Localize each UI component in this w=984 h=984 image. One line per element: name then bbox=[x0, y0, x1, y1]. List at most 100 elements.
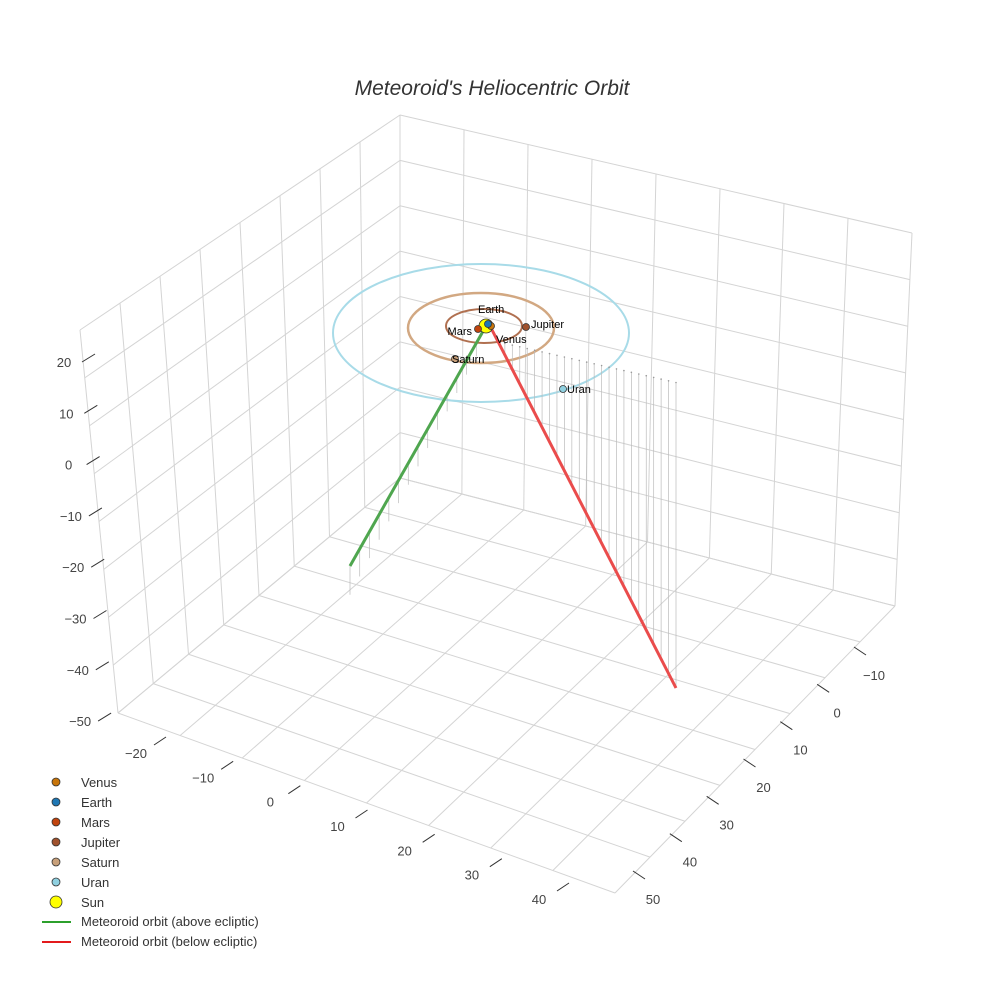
drop-point bbox=[563, 356, 566, 358]
y-tick-label: 0 bbox=[834, 705, 841, 720]
left-wall-grid-line bbox=[103, 341, 401, 570]
saturn-label: Saturn bbox=[452, 354, 484, 366]
drop-point bbox=[615, 368, 618, 370]
x-tick-mark bbox=[288, 785, 301, 795]
left-wall-grid-line bbox=[117, 477, 401, 714]
right-wall-grid-line bbox=[399, 432, 898, 560]
legend-marker-jupiter bbox=[51, 837, 61, 847]
y-tick-label: 40 bbox=[683, 855, 697, 870]
x-tick-label: 10 bbox=[330, 819, 344, 834]
z-tick-label: 20 bbox=[57, 355, 71, 370]
z-tick-label: −50 bbox=[69, 714, 91, 729]
z-tick-mark bbox=[93, 610, 107, 619]
drop-point bbox=[556, 354, 558, 357]
drop-point bbox=[638, 373, 640, 375]
z-tick-label: −30 bbox=[64, 612, 86, 627]
drop-point bbox=[571, 357, 573, 360]
z-tick-label: −20 bbox=[62, 560, 84, 575]
left-wall-grid-line bbox=[112, 432, 401, 666]
x-tick-mark bbox=[220, 760, 234, 770]
uran-orbit bbox=[332, 263, 630, 403]
trajectories bbox=[348, 325, 678, 689]
orbits bbox=[332, 263, 630, 403]
x-tick-label: 30 bbox=[465, 868, 479, 883]
floor-grid-line bbox=[614, 605, 896, 894]
y-tick-mark bbox=[743, 758, 756, 768]
x-tick-label: 40 bbox=[532, 892, 546, 907]
jupiter-orbit bbox=[445, 308, 523, 344]
y-tick-label: 20 bbox=[756, 780, 770, 795]
drop-point bbox=[652, 376, 655, 379]
legend-marker-saturn bbox=[51, 857, 61, 867]
drop-point bbox=[548, 352, 551, 355]
earth-marker bbox=[484, 320, 492, 328]
drop-point bbox=[675, 381, 677, 384]
z-tick-label: 10 bbox=[59, 406, 73, 421]
x-tick-label: 20 bbox=[397, 843, 411, 858]
drop-point bbox=[578, 359, 581, 362]
axis-ticks: 20 10 0 −10 −20 −30 −40 −50 −20 −10 0 10 20 30 40 −10 0 1… bbox=[57, 353, 885, 907]
drop-point bbox=[623, 369, 625, 372]
legend-marker-sun bbox=[49, 895, 63, 909]
legend[interactable]: Venus Earth Mars Jupiter Saturn Uran Sun Meteor… bbox=[42, 775, 259, 949]
z-tick-mark bbox=[95, 661, 110, 671]
x-tick-mark bbox=[422, 833, 435, 843]
uran-label: Uran bbox=[567, 384, 591, 396]
right-wall-grid-line bbox=[894, 232, 913, 607]
y-tick-label: 30 bbox=[719, 817, 733, 832]
left-wall-grid-line bbox=[98, 296, 401, 522]
drop-point bbox=[504, 342, 506, 345]
floor-grid-line bbox=[552, 589, 834, 871]
x-tick-mark bbox=[489, 858, 503, 868]
mars-marker bbox=[474, 325, 482, 333]
planets: Venus Earth Mars Jupiter Saturn Uran bbox=[448, 304, 591, 396]
floor-grid-line bbox=[364, 506, 861, 643]
z-tick-mark bbox=[90, 558, 105, 568]
drop-point bbox=[630, 371, 633, 374]
chart-title: Meteoroid's Heliocentric Orbit bbox=[355, 77, 631, 100]
jupiter-label: Jupiter bbox=[531, 319, 564, 331]
x-tick-mark bbox=[355, 809, 368, 819]
y-tick-mark bbox=[706, 795, 719, 805]
legend-label-earth: Earth bbox=[81, 795, 112, 810]
saturn-marker bbox=[451, 355, 459, 363]
meteoroid-orbit-below bbox=[488, 325, 678, 689]
legend-marker-mars bbox=[51, 817, 61, 827]
right-wall-grid-line bbox=[399, 296, 904, 420]
right-wall-grid-line bbox=[832, 218, 849, 591]
legend-label-series: Meteoroid orbit (above ecliptic) bbox=[81, 914, 259, 929]
floor-grid-line bbox=[258, 595, 756, 750]
y-tick-mark bbox=[853, 646, 867, 656]
drop-point bbox=[541, 351, 543, 353]
left-wall-grid-line bbox=[279, 195, 295, 567]
z-tick-mark bbox=[81, 353, 96, 363]
drop-point bbox=[608, 366, 610, 369]
uran-marker bbox=[559, 385, 567, 393]
y-tick-mark bbox=[780, 721, 793, 731]
saturn-orbit bbox=[406, 291, 556, 365]
y-tick-label: 10 bbox=[793, 743, 807, 758]
floor-grid-line bbox=[294, 565, 791, 715]
legend-label-sun: Sun bbox=[81, 895, 104, 910]
z-tick-label: −10 bbox=[60, 509, 82, 524]
legend-label-uran: Uran bbox=[81, 875, 109, 890]
x-tick-label: 0 bbox=[267, 795, 274, 810]
x-tick-label: −10 bbox=[192, 770, 214, 785]
drop-point bbox=[660, 378, 662, 380]
drop-point bbox=[600, 364, 603, 367]
left-wall-grid-line bbox=[319, 168, 330, 537]
legend-label-mars: Mars bbox=[81, 815, 110, 830]
right-wall-grid-line bbox=[708, 188, 721, 559]
left-wall-grid-line bbox=[359, 141, 366, 508]
z-tick-mark bbox=[88, 507, 103, 517]
venus-label: Venus bbox=[496, 334, 527, 346]
legend-label-saturn: Saturn bbox=[81, 855, 119, 870]
z-tick-mark bbox=[86, 456, 100, 466]
y-tick-label: 50 bbox=[646, 892, 660, 907]
right-wall-grid-line bbox=[399, 386, 900, 514]
meteoroid-orbit-above bbox=[348, 325, 488, 567]
z-tick-label: 0 bbox=[65, 458, 72, 473]
legend-label-jupiter: Jupiter bbox=[81, 835, 121, 850]
mars-label: Mars bbox=[448, 326, 473, 338]
